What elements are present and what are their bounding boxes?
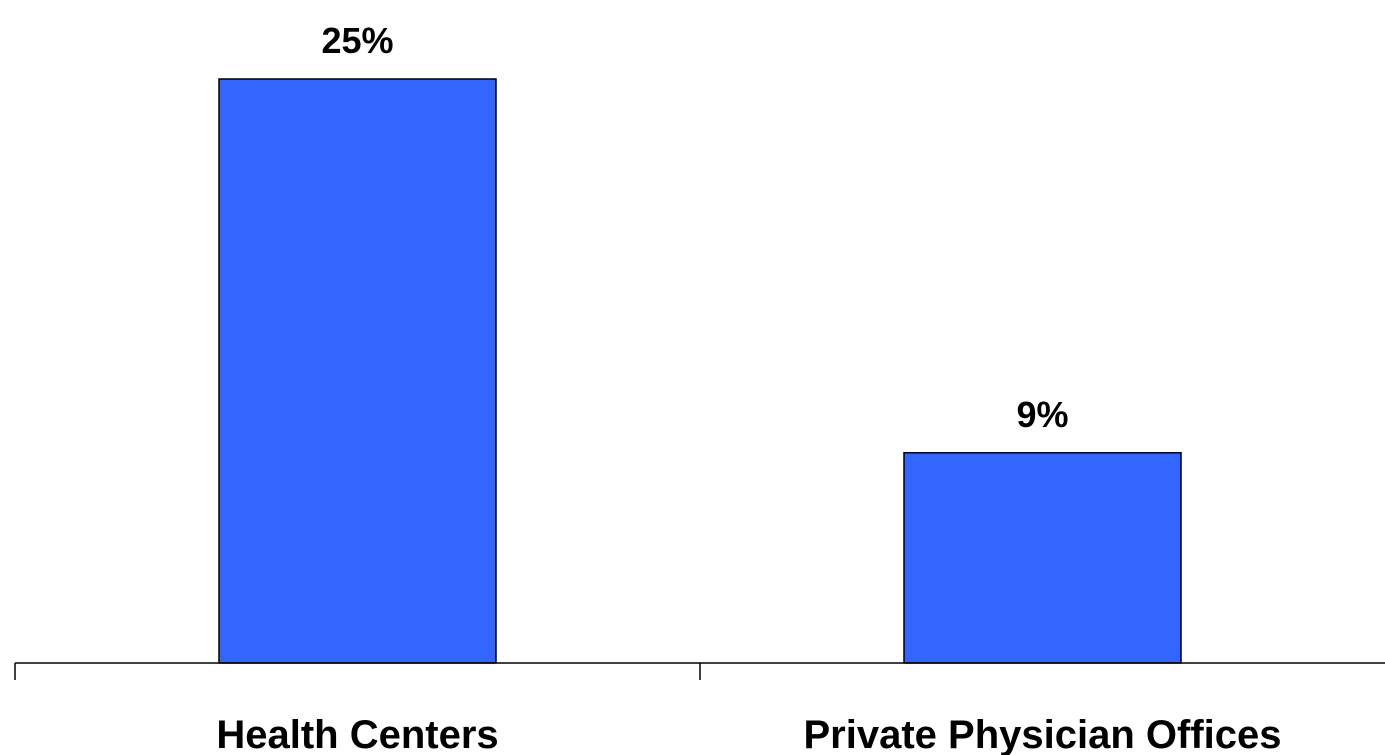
data-label-health-centers: 25% [321,20,393,61]
bars-layer [218,78,1182,664]
bar-private-physician-offices [903,452,1182,664]
bar-health-centers [218,78,497,664]
x-axis [14,662,1385,680]
data-label-private-physician-offices: 9% [1016,394,1068,435]
labels-layer: 25% Health Centers 9% Private Physician Off… [216,20,1281,755]
x-tick-label-health-centers: Health Centers [216,713,498,755]
x-tick-label-private-physician-offices: Private Physician Offices [803,713,1281,755]
